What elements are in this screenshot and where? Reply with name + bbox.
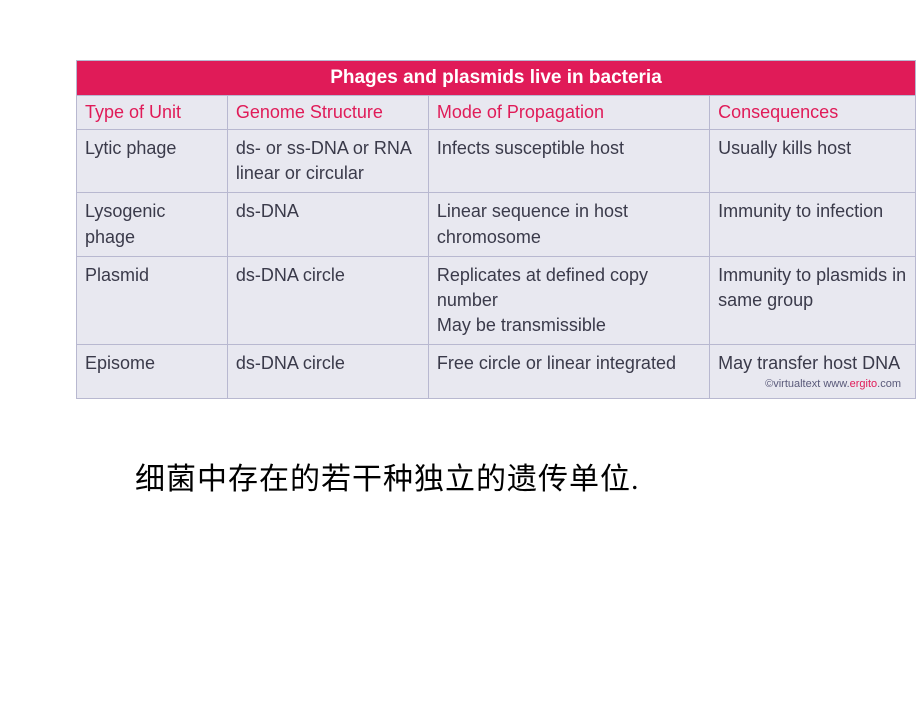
cell-genome: ds- or ss-DNA or RNA linear or circular	[227, 130, 428, 193]
col-header-type: Type of Unit	[77, 96, 228, 130]
table-title: Phages and plasmids live in bacteria	[77, 61, 916, 96]
cell-type: Lysogenic phage	[77, 193, 228, 256]
credit-tail: .com	[877, 378, 901, 390]
cell-genome: ds-DNA	[227, 193, 428, 256]
cell-consequence-text: May transfer host DNA	[718, 353, 900, 373]
credit-accent: ergito	[850, 378, 878, 390]
cell-type: Plasmid	[77, 256, 228, 345]
table-title-row: Phages and plasmids live in bacteria	[77, 61, 916, 96]
cell-mode: Linear sequence in host chromosome	[428, 193, 709, 256]
cell-consequence: Usually kills host	[710, 130, 916, 193]
col-header-consequence: Consequences	[710, 96, 916, 130]
table-row: Episome ds-DNA circle Free circle or lin…	[77, 345, 916, 399]
cell-consequence: Immunity to infection	[710, 193, 916, 256]
cell-consequence: Immunity to plasmids in same group	[710, 256, 916, 345]
col-header-mode: Mode of Propagation	[428, 96, 709, 130]
cell-type: Episome	[77, 345, 228, 399]
cell-mode: Free circle or linear integrated	[428, 345, 709, 399]
col-header-genome: Genome Structure	[227, 96, 428, 130]
table-row: Lysogenic phage ds-DNA Linear sequence i…	[77, 193, 916, 256]
table-row: Lytic phage ds- or ss-DNA or RNA linear …	[77, 130, 916, 193]
cell-type: Lytic phage	[77, 130, 228, 193]
table-header-row: Type of Unit Genome Structure Mode of Pr…	[77, 96, 916, 130]
cell-mode: Replicates at defined copy numberMay be …	[428, 256, 709, 345]
cell-consequence: May transfer host DNA ©virtualtext www.e…	[710, 345, 916, 399]
table-row: Plasmid ds-DNA circle Replicates at defi…	[77, 256, 916, 345]
cell-genome: ds-DNA circle	[227, 256, 428, 345]
table-credit: ©virtualtext www.ergito.com	[718, 377, 907, 392]
figure-caption: 细菌中存在的若干种独立的遗传单位.	[135, 454, 920, 498]
credit-prefix: ©virtualtext www.	[765, 378, 850, 390]
phage-plasmid-table: Phages and plasmids live in bacteria Typ…	[76, 60, 916, 399]
cell-genome: ds-DNA circle	[227, 345, 428, 399]
cell-mode: Infects susceptible host	[428, 130, 709, 193]
